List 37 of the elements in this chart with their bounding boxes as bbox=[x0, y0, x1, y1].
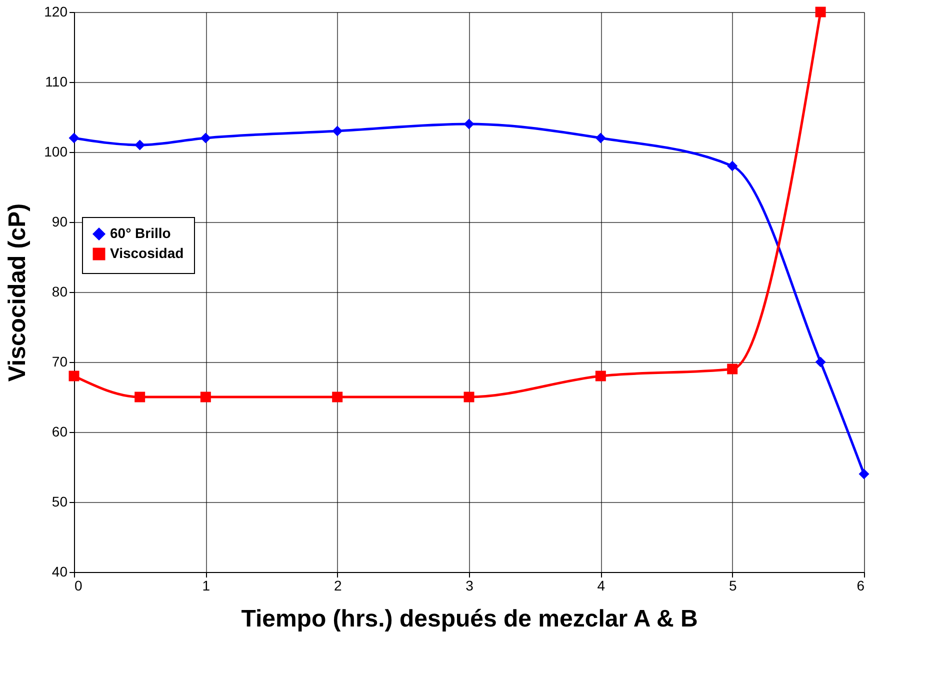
point bbox=[815, 6, 826, 18]
point bbox=[200, 392, 211, 402]
point bbox=[68, 132, 80, 144]
y-tick-label: 40 bbox=[52, 564, 68, 580]
y-tick-label: 80 bbox=[52, 284, 68, 300]
point bbox=[727, 364, 738, 374]
y-tick-label: 110 bbox=[45, 74, 68, 90]
y-tick-label: 70 bbox=[52, 354, 68, 370]
x-tick-label: 6 bbox=[856, 578, 865, 594]
point bbox=[332, 392, 343, 402]
point bbox=[464, 118, 474, 130]
point bbox=[134, 392, 146, 402]
point bbox=[134, 140, 146, 150]
x-tick-label: 2 bbox=[334, 578, 342, 594]
x-tick-label: 5 bbox=[728, 578, 737, 594]
point bbox=[858, 468, 870, 480]
point bbox=[727, 160, 738, 172]
x-tick-label: 4 bbox=[597, 578, 606, 594]
point bbox=[332, 126, 343, 136]
point bbox=[815, 356, 826, 368]
x-tick-label: 0 bbox=[74, 578, 82, 594]
point bbox=[595, 132, 606, 144]
x-tick-label: 3 bbox=[466, 578, 474, 594]
y-axis-title: Viscocidad (cP) bbox=[4, 203, 32, 382]
legend-label: Viscosidad bbox=[110, 245, 184, 261]
y-tick-label: 90 bbox=[52, 214, 68, 230]
point bbox=[464, 392, 474, 402]
y-tick-label: 60 bbox=[52, 424, 68, 440]
y-tick-label: 100 bbox=[44, 144, 68, 160]
x-axis-title: Tiempo (hrs.) después de mezclar A & B bbox=[241, 606, 698, 632]
y-tick-label: 50 bbox=[52, 494, 68, 510]
y-tick-label: 120 bbox=[44, 4, 68, 20]
point bbox=[200, 132, 211, 144]
x-tick-label: 1 bbox=[202, 578, 210, 594]
legend-label: 60° Brillo bbox=[110, 225, 171, 241]
point bbox=[595, 370, 606, 382]
point bbox=[68, 370, 80, 382]
